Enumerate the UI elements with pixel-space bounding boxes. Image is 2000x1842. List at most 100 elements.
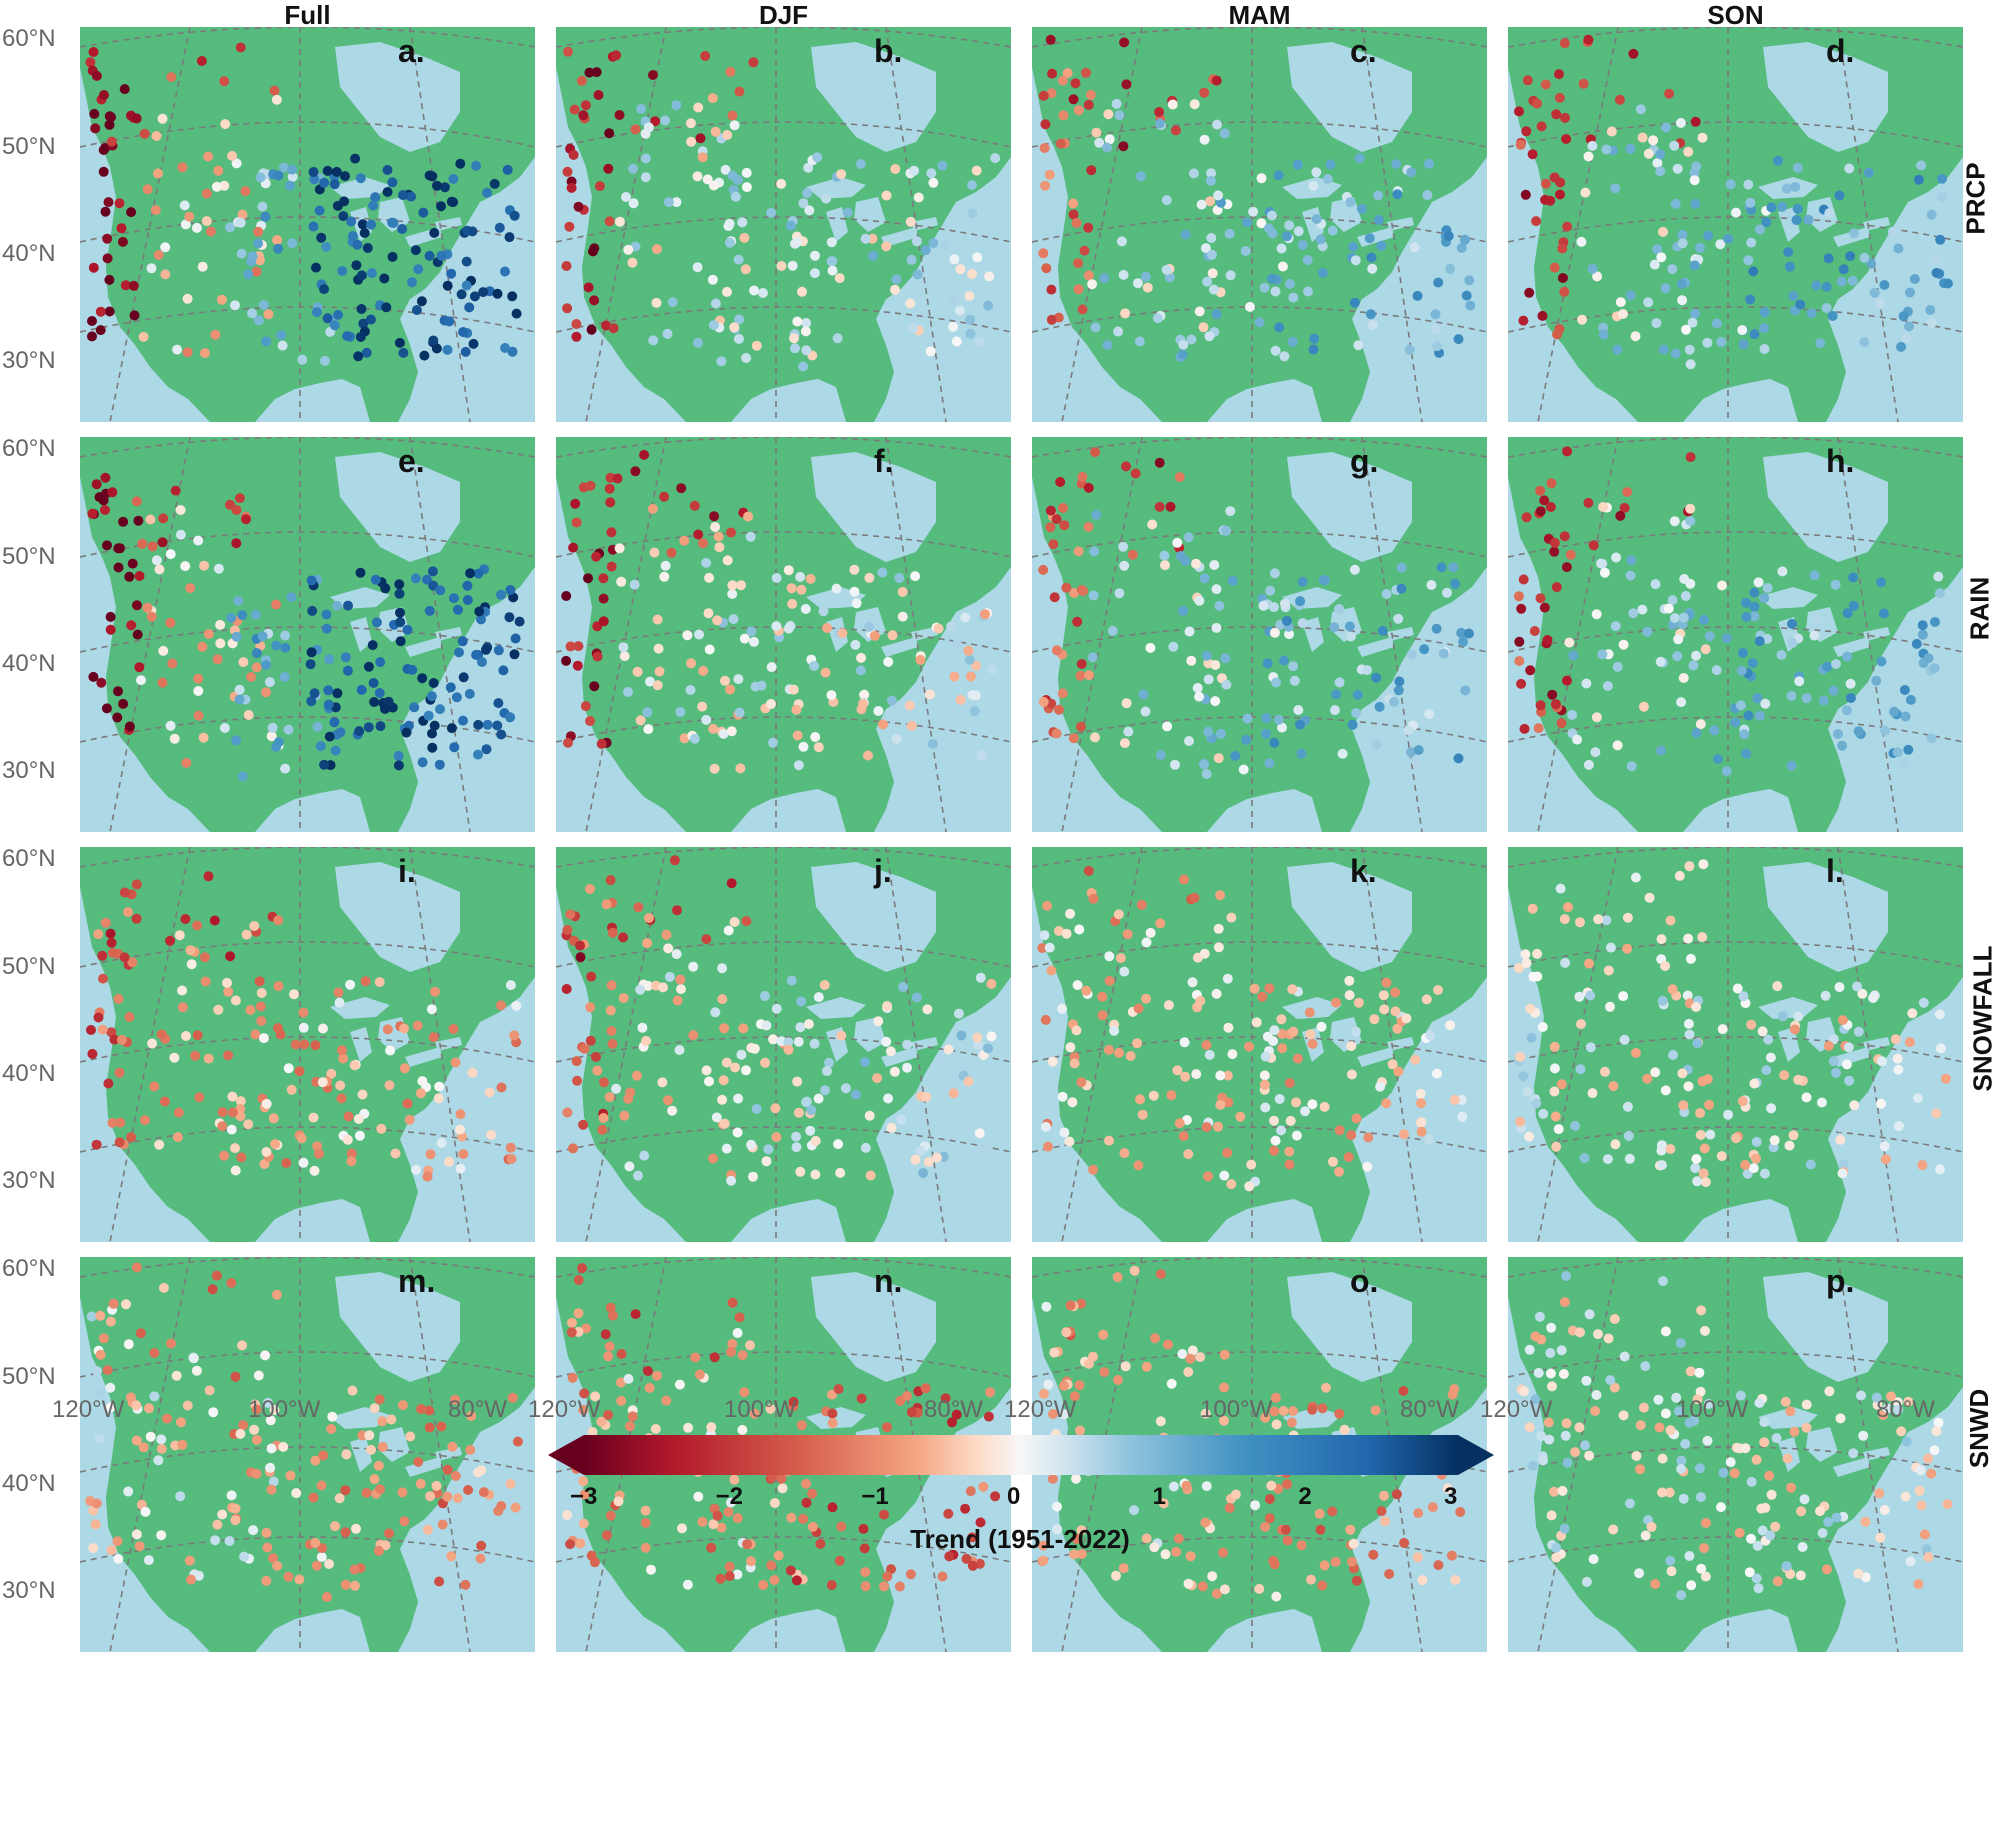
station-point xyxy=(1926,1468,1937,1479)
station-point xyxy=(836,1030,847,1041)
station-point xyxy=(1433,277,1444,288)
station-point xyxy=(912,269,923,280)
station-point xyxy=(827,1389,837,1400)
station-point xyxy=(1561,1418,1572,1429)
station-point xyxy=(965,328,976,339)
station-point xyxy=(732,1127,743,1138)
station-point xyxy=(283,1063,294,1074)
station-point xyxy=(1284,1146,1295,1157)
station-point xyxy=(1562,675,1572,686)
hudson-bay xyxy=(1287,1272,1412,1382)
station-point xyxy=(332,600,343,611)
graticule-line xyxy=(409,27,471,422)
station-point xyxy=(812,152,823,163)
station-point xyxy=(1596,558,1606,569)
lat-label: 60°N xyxy=(2,435,56,462)
station-point xyxy=(701,714,712,725)
station-point xyxy=(1431,623,1442,634)
station-point xyxy=(807,1488,818,1499)
station-point xyxy=(973,1039,984,1050)
station-point xyxy=(1824,208,1835,219)
station-point xyxy=(1183,1367,1194,1377)
station-point xyxy=(1347,1556,1357,1567)
station-point xyxy=(339,196,350,207)
station-point xyxy=(430,986,440,997)
station-point xyxy=(809,660,820,671)
map-panel-p: p. xyxy=(1508,1257,1963,1652)
station-point xyxy=(1135,171,1146,182)
station-point xyxy=(1624,1153,1635,1164)
map-panel-i: i. xyxy=(80,847,535,1242)
station-point xyxy=(314,1148,324,1159)
station-point xyxy=(940,1393,951,1404)
station-point xyxy=(954,305,965,316)
station-point xyxy=(1140,271,1151,282)
station-point xyxy=(1120,308,1131,319)
station-point xyxy=(1691,1002,1702,1012)
map-svg xyxy=(556,437,1011,832)
station-point xyxy=(1801,693,1812,704)
station-point xyxy=(1045,522,1056,533)
station-point xyxy=(124,721,135,732)
great-lake xyxy=(1863,1037,1890,1051)
station-point xyxy=(1196,199,1207,210)
station-point xyxy=(1203,674,1214,685)
station-point xyxy=(95,306,106,317)
station-point xyxy=(1185,1353,1196,1364)
station-point xyxy=(1929,663,1940,674)
station-point xyxy=(1155,1269,1166,1280)
station-point xyxy=(375,657,386,668)
station-point xyxy=(1683,1018,1694,1029)
station-point xyxy=(1380,1516,1391,1527)
station-point xyxy=(1057,75,1068,86)
station-point xyxy=(1379,1490,1389,1501)
station-point xyxy=(1656,1160,1667,1171)
station-point xyxy=(672,905,682,916)
station-point xyxy=(1703,230,1714,241)
station-point xyxy=(1618,1410,1629,1421)
station-point xyxy=(316,232,327,243)
station-point xyxy=(599,1077,609,1088)
station-point xyxy=(262,1397,273,1408)
station-point xyxy=(720,164,731,175)
station-point xyxy=(464,302,475,313)
station-point xyxy=(1350,255,1361,266)
station-point xyxy=(733,1093,744,1104)
station-point xyxy=(263,309,274,320)
station-point xyxy=(1787,618,1797,629)
station-point xyxy=(1729,1468,1740,1479)
station-point xyxy=(201,188,212,199)
station-point xyxy=(734,314,745,325)
station-point xyxy=(1626,555,1637,566)
station-point xyxy=(1644,892,1655,903)
lat-label: 30°N xyxy=(2,757,56,784)
station-point xyxy=(417,673,428,684)
station-point xyxy=(118,516,129,527)
station-point xyxy=(1422,190,1433,201)
station-point xyxy=(1678,673,1689,683)
station-point xyxy=(102,1365,113,1375)
station-point xyxy=(619,651,630,662)
graticule-line xyxy=(1361,27,1423,422)
station-point xyxy=(1609,1382,1620,1393)
station-point xyxy=(827,1408,838,1419)
station-point xyxy=(925,346,936,357)
station-point xyxy=(1114,110,1125,121)
station-point xyxy=(1879,280,1890,290)
station-point xyxy=(1393,1066,1404,1077)
station-point xyxy=(1393,685,1404,696)
station-point xyxy=(1625,1498,1635,1509)
station-point xyxy=(1514,656,1525,666)
station-point xyxy=(422,1171,433,1182)
station-point xyxy=(1354,153,1365,164)
hudson-bay xyxy=(335,452,460,562)
station-point xyxy=(473,568,484,579)
station-point xyxy=(209,915,220,926)
station-point xyxy=(1585,1042,1596,1053)
station-point xyxy=(173,1107,184,1118)
station-point xyxy=(505,1478,516,1489)
station-point xyxy=(251,266,262,277)
station-point xyxy=(1917,620,1928,631)
station-point xyxy=(1780,1396,1791,1407)
station-point xyxy=(1625,143,1636,154)
